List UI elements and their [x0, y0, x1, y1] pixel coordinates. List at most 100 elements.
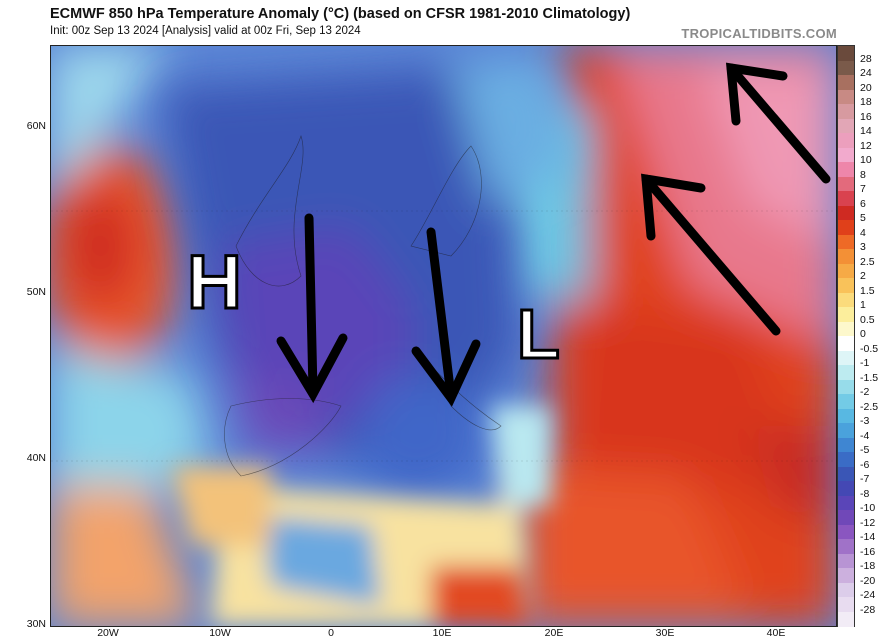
colorbar-tick-label: -10: [860, 502, 876, 514]
colorbar-swatch: [838, 365, 854, 380]
colorbar-swatch: [838, 75, 854, 90]
colorbar-tick-label: 8: [860, 168, 866, 181]
colorbar-swatch: [838, 408, 854, 424]
colorbar-swatch: [838, 118, 854, 134]
lon-label-30e: 30E: [655, 627, 675, 639]
colorbar-tick-label: 28: [860, 52, 872, 65]
colorbar-swatch: [838, 423, 854, 438]
lon-label-20w: 20W: [97, 627, 119, 639]
colorbar-tick-label: 12: [860, 139, 872, 152]
colorbar-swatch: [838, 568, 854, 583]
low-pressure-label: L: [517, 295, 560, 373]
lat-label-40n: 40N: [26, 452, 46, 464]
lon-label-10w: 10W: [209, 627, 231, 639]
colorbar-tick-label: -14: [860, 531, 876, 543]
colorbar-tick-label: 24: [860, 67, 872, 79]
colorbar-tick-label: 6: [860, 197, 866, 210]
colorbar-swatch: [838, 336, 854, 351]
colorbar-tick-label: -2.5: [860, 400, 879, 413]
colorbar-swatch: [838, 553, 854, 569]
colorbar-swatch: [838, 539, 854, 554]
arrow-down-alps: [411, 227, 481, 407]
anomaly-map: H L: [50, 45, 837, 627]
high-pressure-label: H: [187, 240, 242, 325]
colorbar-tick-label: -0.5: [860, 342, 879, 355]
map-subtitle: Init: 00z Sep 13 2024 [Analysis] valid a…: [50, 25, 361, 37]
colorbar-swatch: [838, 394, 854, 409]
colorbar-swatch: [838, 220, 854, 235]
colorbar-swatch: [838, 495, 854, 511]
colorbar-swatch: [838, 191, 854, 206]
colorbar-swatch: [838, 133, 854, 148]
colorbar-tick-label: 10: [860, 154, 872, 166]
colorbar-tick-label: -24: [860, 589, 876, 601]
anomaly-field: H L: [51, 46, 836, 626]
colorbar-tick-label: 3: [860, 241, 866, 253]
colorbar-swatch: [838, 321, 854, 337]
colorbar-tick-label: -6: [860, 458, 870, 471]
colorbar-swatch: [838, 524, 854, 540]
colorbar-tick-label: -4: [860, 429, 870, 442]
lon-label-10e: 10E: [432, 627, 452, 639]
colorbar-swatch: [838, 307, 854, 322]
colorbar-swatch: [838, 379, 854, 395]
arrow-ne-russia: [641, 173, 781, 336]
colorbar-tick-label: 16: [860, 110, 872, 123]
colorbar-swatch: [838, 234, 854, 250]
colorbar-swatch: [838, 350, 854, 366]
colorbar-tick-label: 0: [860, 328, 866, 340]
colorbar-tick-label: -20: [860, 574, 876, 587]
colorbar-tick-label: -12: [860, 516, 876, 529]
colorbar-tick-label: -18: [860, 560, 876, 572]
arrow-down-uk: [276, 213, 348, 404]
lat-label-50n: 50N: [26, 286, 46, 298]
lon-label-40e: 40E: [766, 627, 786, 639]
lon-label-20e: 20E: [544, 627, 564, 639]
colorbar: [837, 45, 855, 627]
colorbar-swatch: [838, 263, 854, 279]
colorbar-tick-label: 5: [860, 212, 866, 224]
colorbar-tick-label: 1: [860, 299, 866, 311]
colorbar-swatch: [838, 466, 854, 482]
colorbar-tick-label: 1.5: [860, 284, 875, 297]
colorbar-tick-label: -7: [860, 473, 870, 485]
colorbar-swatch: [838, 147, 854, 163]
colorbar-swatch: [838, 452, 854, 467]
colorbar-tick-label: -28: [860, 603, 876, 616]
colorbar-tick-label: 14: [860, 125, 872, 137]
map-title: ECMWF 850 hPa Temperature Anomaly (°C) (…: [50, 6, 631, 22]
colorbar-swatch: [838, 176, 854, 192]
lat-label-60n: 60N: [26, 120, 46, 132]
colorbar-swatch-cap: [838, 46, 854, 61]
arrow-nw-north-russia: [725, 62, 831, 184]
colorbar-swatch: [838, 582, 854, 598]
colorbar-tick-label: -2: [860, 386, 870, 398]
colorbar-tick-label: 20: [860, 81, 872, 94]
colorbar-swatch: [838, 60, 854, 76]
colorbar-swatch: [838, 597, 854, 612]
colorbar-swatch: [838, 89, 854, 105]
lon-label-0: 0: [328, 627, 334, 639]
colorbar-tick-label: -16: [860, 545, 876, 558]
colorbar-tick-label: 7: [860, 183, 866, 195]
colorbar-swatch: [838, 510, 854, 525]
colorbar-swatch: [838, 611, 854, 627]
colorbar-tick-label: -1.5: [860, 371, 879, 384]
colorbar-tick-label: 18: [860, 96, 872, 108]
colorbar-swatch: [838, 104, 854, 119]
colorbar-swatch: [838, 437, 854, 453]
lat-label-30n: 30N: [26, 618, 46, 630]
colorbar-tick-label: 4: [860, 226, 866, 239]
site-watermark: TROPICALTIDBITS.COM: [681, 26, 837, 41]
colorbar-swatch: [838, 205, 854, 221]
colorbar-tick-label: -5: [860, 444, 870, 456]
colorbar-swatch: [838, 162, 854, 177]
colorbar-tick-label: -1: [860, 357, 870, 369]
colorbar-tick-label: 0.5: [860, 313, 875, 326]
colorbar-swatch: [838, 249, 854, 264]
colorbar-swatch: [838, 481, 854, 496]
colorbar-tick-label: 2.5: [860, 255, 875, 268]
colorbar-tick-label: -3: [860, 415, 870, 427]
colorbar-swatch: [838, 278, 854, 293]
colorbar-swatch: [838, 292, 854, 308]
